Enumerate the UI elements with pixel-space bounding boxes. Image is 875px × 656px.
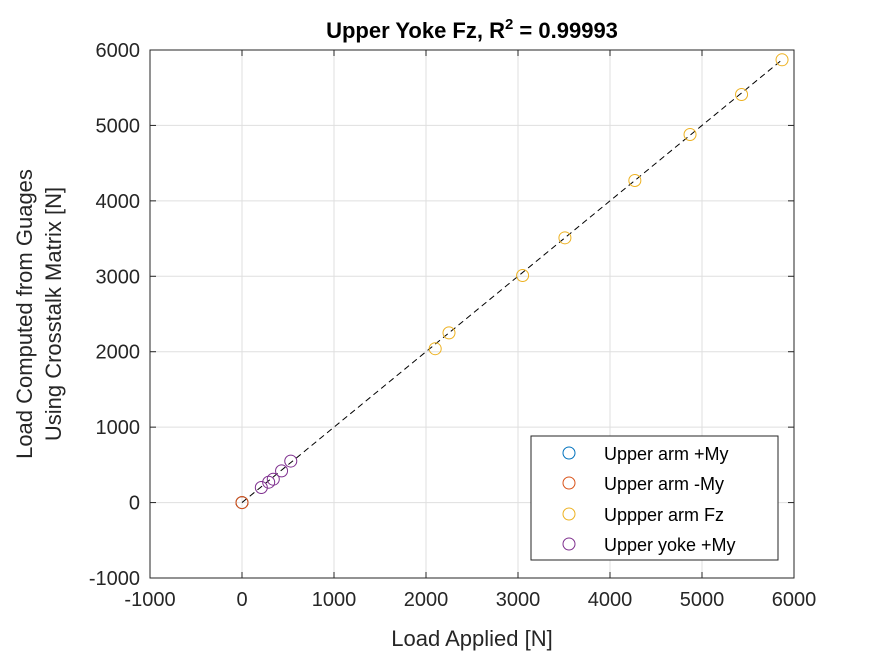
legend-label-upper-yoke-plus-my: Upper yoke +My <box>604 535 736 555</box>
data-point <box>254 480 268 494</box>
y-axis-label: Load Computed from Guages Using Crosstal… <box>12 169 66 459</box>
chart-title-superscript: 2 <box>505 16 513 33</box>
legend-marker-uppper-arm-fz <box>562 507 576 521</box>
y-axis-label-line-2: Using Crosstalk Matrix [N] <box>41 187 66 441</box>
legend-label-upper-arm-minus-my: Upper arm -My <box>604 474 724 494</box>
y-tick-label: -1000 <box>89 568 140 590</box>
x-tick-label: 5000 <box>680 589 725 611</box>
data-point <box>775 53 789 67</box>
series-uppper-arm-fz <box>428 53 789 356</box>
series-upper-yoke-plusminus-my <box>254 454 298 494</box>
data-point <box>275 464 289 478</box>
data-point <box>266 472 280 486</box>
series-upper-arm-minus-my <box>235 496 249 510</box>
x-axis-ticks: -1000 0 1000 2000 3000 4000 5000 6000 <box>124 50 816 611</box>
data-point <box>442 326 456 340</box>
data-point <box>262 475 276 489</box>
x-tick-label: -1000 <box>124 589 175 611</box>
legend-marker-upper-arm-minus-my <box>562 476 576 490</box>
legend-label-uppper-arm-fz: Uppper arm Fz <box>604 505 724 525</box>
data-point <box>516 269 530 283</box>
x-tick-label: 6000 <box>772 589 817 611</box>
y-tick-label: 2000 <box>96 342 141 364</box>
chart-title-main: Upper Yoke Fz, R <box>326 18 505 43</box>
y-tick-label: 0 <box>129 493 140 515</box>
fit-line-layer <box>241 59 783 503</box>
x-tick-label: 1000 <box>312 589 357 611</box>
chart-title-suffix: = 0.99993 <box>513 18 618 43</box>
x-tick-label: 3000 <box>496 589 541 611</box>
data-points <box>235 53 789 510</box>
y-tick-label: 3000 <box>96 266 141 288</box>
y-tick-label: 5000 <box>96 115 141 137</box>
legend-marker-upper-yoke-plus-my <box>562 537 576 551</box>
legend-label-upper-arm-plus-my: Upper arm +My <box>604 444 729 464</box>
data-point <box>558 231 572 245</box>
x-tick-label: 4000 <box>588 589 633 611</box>
data-point <box>428 342 442 356</box>
y-tick-label: 1000 <box>96 417 141 439</box>
chart-title: Upper Yoke Fz, R2 = 0.99993 <box>326 16 618 43</box>
y-tick-label: 6000 <box>96 40 141 62</box>
x-tick-label: 0 <box>236 589 247 611</box>
x-tick-label: 2000 <box>404 589 449 611</box>
data-point <box>628 173 642 187</box>
y-axis-label-line-1: Load Computed from Guages <box>12 169 37 459</box>
data-point <box>284 454 298 468</box>
legend-marker-upper-arm-plus-my <box>562 446 576 460</box>
data-point <box>235 496 249 510</box>
y-axis-ticks: -1000 0 1000 2000 3000 4000 5000 6000 <box>89 40 794 590</box>
x-axis-label: Load Applied [N] <box>391 626 552 651</box>
plot-frame <box>149 49 795 579</box>
fit-line <box>241 59 783 503</box>
y-tick-label: 4000 <box>96 191 141 213</box>
data-point <box>735 88 749 102</box>
legend: Upper arm +My Upper arm -My Uppper arm F… <box>530 435 779 561</box>
data-point <box>683 127 697 141</box>
